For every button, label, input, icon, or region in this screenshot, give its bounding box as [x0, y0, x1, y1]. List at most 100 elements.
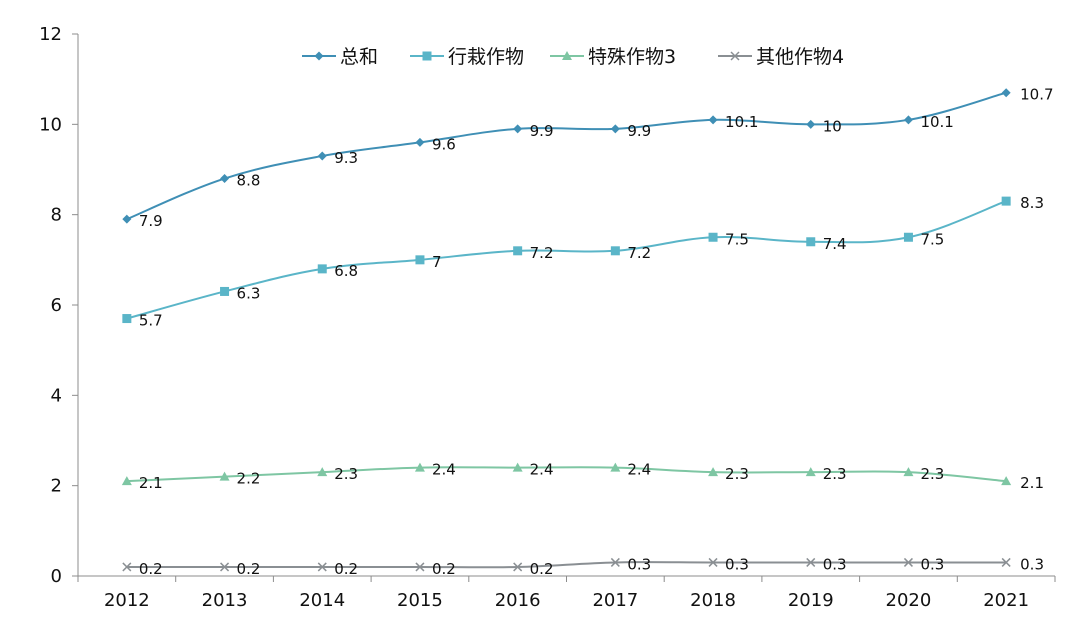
- data-label: 0.3: [920, 555, 944, 573]
- data-point-diamond: [1001, 88, 1011, 98]
- data-point-square: [806, 237, 816, 247]
- data-point-triangle: [708, 467, 719, 477]
- data-label: 9.6: [432, 135, 456, 153]
- data-label: 0.2: [334, 560, 358, 578]
- series-3: 2.1 2.2 2.3 2.4 2.4 2.4 2.3 2.3 2.3 2.1: [121, 461, 1044, 492]
- legend-label: 特殊作物3: [588, 46, 676, 68]
- data-label: 2.1: [139, 474, 163, 492]
- x-tick-label: 2013: [202, 590, 248, 611]
- legend: 总和 行栽作物 特殊作物3 其他作物4: [302, 46, 844, 68]
- data-label: 0.2: [237, 560, 261, 578]
- data-label: 7.5: [725, 230, 749, 248]
- data-point-diamond: [513, 124, 523, 134]
- x-tick-label: 2015: [397, 590, 443, 611]
- axes: 0 2 4 6 8 10 12 2012 2013 2014 2015 2016 2017 2018 201…: [39, 24, 1056, 611]
- data-label: 0.2: [139, 560, 163, 578]
- data-point-diamond: [220, 174, 230, 184]
- data-label: 7.5: [920, 230, 944, 248]
- series-layer: 7.9 8.8 9.3 9.6 9.9 9.9 10.1 10 10.1 10.7 5.7 6.3 6.…: [121, 86, 1054, 578]
- data-point-square: [610, 246, 620, 256]
- data-point-square: [220, 286, 230, 296]
- legend-item-3: 特殊作物3: [550, 46, 676, 68]
- y-tick-label: 6: [51, 295, 62, 316]
- data-point-x: [1001, 557, 1011, 567]
- series-line: [126, 200, 1007, 320]
- data-point-x-stroke: [708, 557, 718, 567]
- y-tick-label: 0: [51, 566, 62, 587]
- data-point-x: [513, 562, 523, 572]
- data-label: 2.4: [530, 461, 554, 479]
- data-point-square: [415, 255, 425, 265]
- data-point-diamond: [415, 137, 425, 147]
- data-point-diamond: [610, 124, 620, 134]
- legend-item-2: 行栽作物: [410, 46, 524, 68]
- data-point-x: [903, 557, 913, 567]
- data-label: 10.1: [725, 113, 758, 131]
- data-label: 2.2: [237, 470, 261, 488]
- data-point-triangle: [219, 471, 230, 481]
- data-point-triangle: [610, 462, 621, 472]
- data-point-square: [122, 314, 132, 324]
- x-tick-label: 2018: [690, 590, 736, 611]
- series-line: [126, 466, 1007, 483]
- data-label: 0.3: [823, 555, 847, 573]
- series-line: [126, 91, 1007, 221]
- data-label: 2.3: [920, 465, 944, 483]
- x-tick-label: 2020: [886, 590, 932, 611]
- x-tick-label: 2017: [592, 590, 638, 611]
- data-point-x: [806, 557, 816, 567]
- data-point-triangle: [414, 462, 425, 472]
- series-1: 7.9 8.8 9.3 9.6 9.9 9.9 10.1 10 10.1 10.7: [122, 86, 1054, 230]
- data-point-x: [730, 51, 740, 61]
- data-label: 6.3: [237, 284, 261, 302]
- data-point-diamond: [122, 214, 132, 224]
- data-point-x: [317, 562, 327, 572]
- data-label: 10.7: [1020, 86, 1053, 104]
- data-label: 2.4: [432, 461, 456, 479]
- data-point-square: [317, 264, 327, 274]
- series-2: 5.7 6.3 6.8 7 7.2 7.2 7.5 7.4 7.5 8.3: [122, 194, 1044, 330]
- data-point-triangle: [317, 467, 328, 477]
- data-point-x-stroke: [806, 557, 816, 567]
- data-point-x-stroke: [513, 562, 523, 572]
- data-point-diamond: [708, 115, 718, 125]
- data-label: 2.3: [823, 465, 847, 483]
- data-label: 5.7: [139, 312, 163, 330]
- data-label: 2.3: [725, 465, 749, 483]
- legend-label: 总和: [340, 46, 378, 68]
- data-label: 2.3: [334, 465, 358, 483]
- data-point-diamond: [806, 119, 816, 129]
- data-label: 2.1: [1020, 474, 1044, 492]
- data-label: 8.8: [237, 172, 261, 190]
- series-4: 0.2 0.2 0.2 0.2 0.2 0.3 0.3 0.3 0.3 0.3: [122, 555, 1044, 578]
- data-point-x-stroke: [1001, 557, 1011, 567]
- data-point-x: [610, 557, 620, 567]
- data-point-triangle: [562, 51, 572, 60]
- y-tick-label: 10: [39, 114, 62, 135]
- series-line: [126, 561, 1007, 569]
- data-point-triangle: [512, 462, 523, 472]
- data-point-triangle: [805, 467, 816, 477]
- data-label: 7.2: [627, 244, 651, 262]
- data-label: 7.2: [530, 244, 554, 262]
- data-label: 0.3: [1020, 555, 1044, 573]
- x-tick-label: 2014: [299, 590, 345, 611]
- data-label: 7.4: [823, 235, 847, 253]
- data-point-triangle: [903, 467, 914, 477]
- data-label: 2.4: [627, 461, 651, 479]
- data-label: 6.8: [334, 262, 358, 280]
- x-tick-label: 2012: [104, 590, 150, 611]
- data-point-x-stroke: [122, 562, 132, 572]
- y-tick-label: 12: [39, 24, 62, 45]
- y-tick-label: 8: [51, 205, 62, 226]
- data-point-square: [513, 246, 523, 256]
- data-point-x: [220, 562, 230, 572]
- legend-label: 其他作物4: [756, 46, 844, 68]
- data-label: 9.9: [627, 122, 651, 140]
- data-point-x: [415, 562, 425, 572]
- y-tick-label: 4: [51, 385, 62, 406]
- y-tick-label: 2: [51, 476, 62, 497]
- data-point-diamond: [314, 51, 324, 61]
- legend-item-4: 其他作物4: [718, 46, 844, 68]
- data-label: 8.3: [1020, 194, 1044, 212]
